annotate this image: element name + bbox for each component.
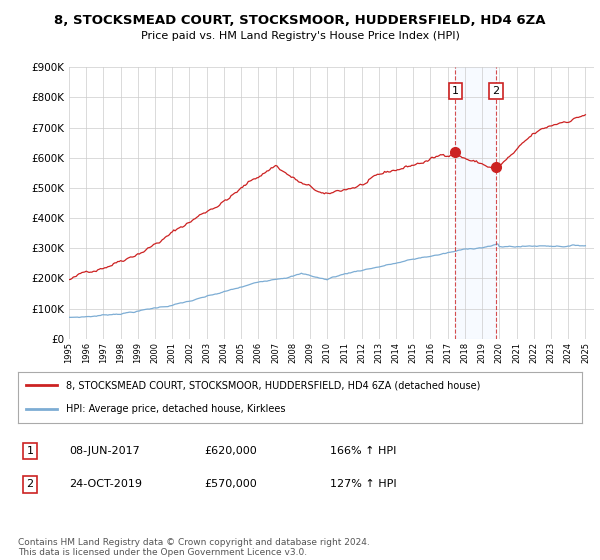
Text: 2025: 2025 <box>581 342 590 363</box>
Text: 08-JUN-2017: 08-JUN-2017 <box>69 446 140 456</box>
Text: 8, STOCKSMEAD COURT, STOCKSMOOR, HUDDERSFIELD, HD4 6ZA: 8, STOCKSMEAD COURT, STOCKSMOOR, HUDDERS… <box>54 14 546 27</box>
Text: Price paid vs. HM Land Registry's House Price Index (HPI): Price paid vs. HM Land Registry's House … <box>140 31 460 41</box>
Text: 2001: 2001 <box>168 342 177 363</box>
Text: 2023: 2023 <box>547 342 556 363</box>
Text: 1995: 1995 <box>65 342 74 363</box>
Text: 127% ↑ HPI: 127% ↑ HPI <box>330 479 397 489</box>
Text: £620,000: £620,000 <box>204 446 257 456</box>
Text: Contains HM Land Registry data © Crown copyright and database right 2024.
This d: Contains HM Land Registry data © Crown c… <box>18 538 370 557</box>
Text: 2020: 2020 <box>495 342 504 363</box>
Text: 2010: 2010 <box>323 342 332 363</box>
Text: 1998: 1998 <box>116 342 125 363</box>
Text: 8, STOCKSMEAD COURT, STOCKSMOOR, HUDDERSFIELD, HD4 6ZA (detached house): 8, STOCKSMEAD COURT, STOCKSMOOR, HUDDERS… <box>66 380 481 390</box>
Text: 2011: 2011 <box>340 342 349 363</box>
Text: 2012: 2012 <box>357 342 366 363</box>
Text: 2003: 2003 <box>202 342 211 363</box>
Text: 2: 2 <box>493 86 500 96</box>
Text: 2: 2 <box>26 479 34 489</box>
Text: 2016: 2016 <box>426 342 435 363</box>
Text: 2004: 2004 <box>220 342 229 363</box>
Text: 2017: 2017 <box>443 342 452 363</box>
Text: HPI: Average price, detached house, Kirklees: HPI: Average price, detached house, Kirk… <box>66 404 286 414</box>
Text: 2005: 2005 <box>236 342 245 363</box>
Text: £570,000: £570,000 <box>204 479 257 489</box>
Text: 2002: 2002 <box>185 342 194 363</box>
Text: 1996: 1996 <box>82 342 91 363</box>
Text: 2008: 2008 <box>288 342 297 363</box>
Text: 2000: 2000 <box>151 342 160 363</box>
Text: 2007: 2007 <box>271 342 280 363</box>
Text: 2021: 2021 <box>512 342 521 363</box>
Text: 2022: 2022 <box>529 342 538 363</box>
Text: 2006: 2006 <box>254 342 263 363</box>
Bar <box>455 67 496 339</box>
Text: 2024: 2024 <box>563 342 572 363</box>
Text: 1: 1 <box>452 86 459 96</box>
Text: 2009: 2009 <box>305 342 314 363</box>
Text: 24-OCT-2019: 24-OCT-2019 <box>69 479 142 489</box>
Text: 1997: 1997 <box>99 342 108 363</box>
Text: 2015: 2015 <box>409 342 418 363</box>
Text: 2013: 2013 <box>374 342 383 363</box>
Text: 1999: 1999 <box>133 342 142 363</box>
Text: 166% ↑ HPI: 166% ↑ HPI <box>330 446 397 456</box>
Text: 2018: 2018 <box>460 342 469 363</box>
Text: 2014: 2014 <box>392 342 401 363</box>
Text: 2019: 2019 <box>478 342 487 363</box>
Text: 1: 1 <box>26 446 34 456</box>
